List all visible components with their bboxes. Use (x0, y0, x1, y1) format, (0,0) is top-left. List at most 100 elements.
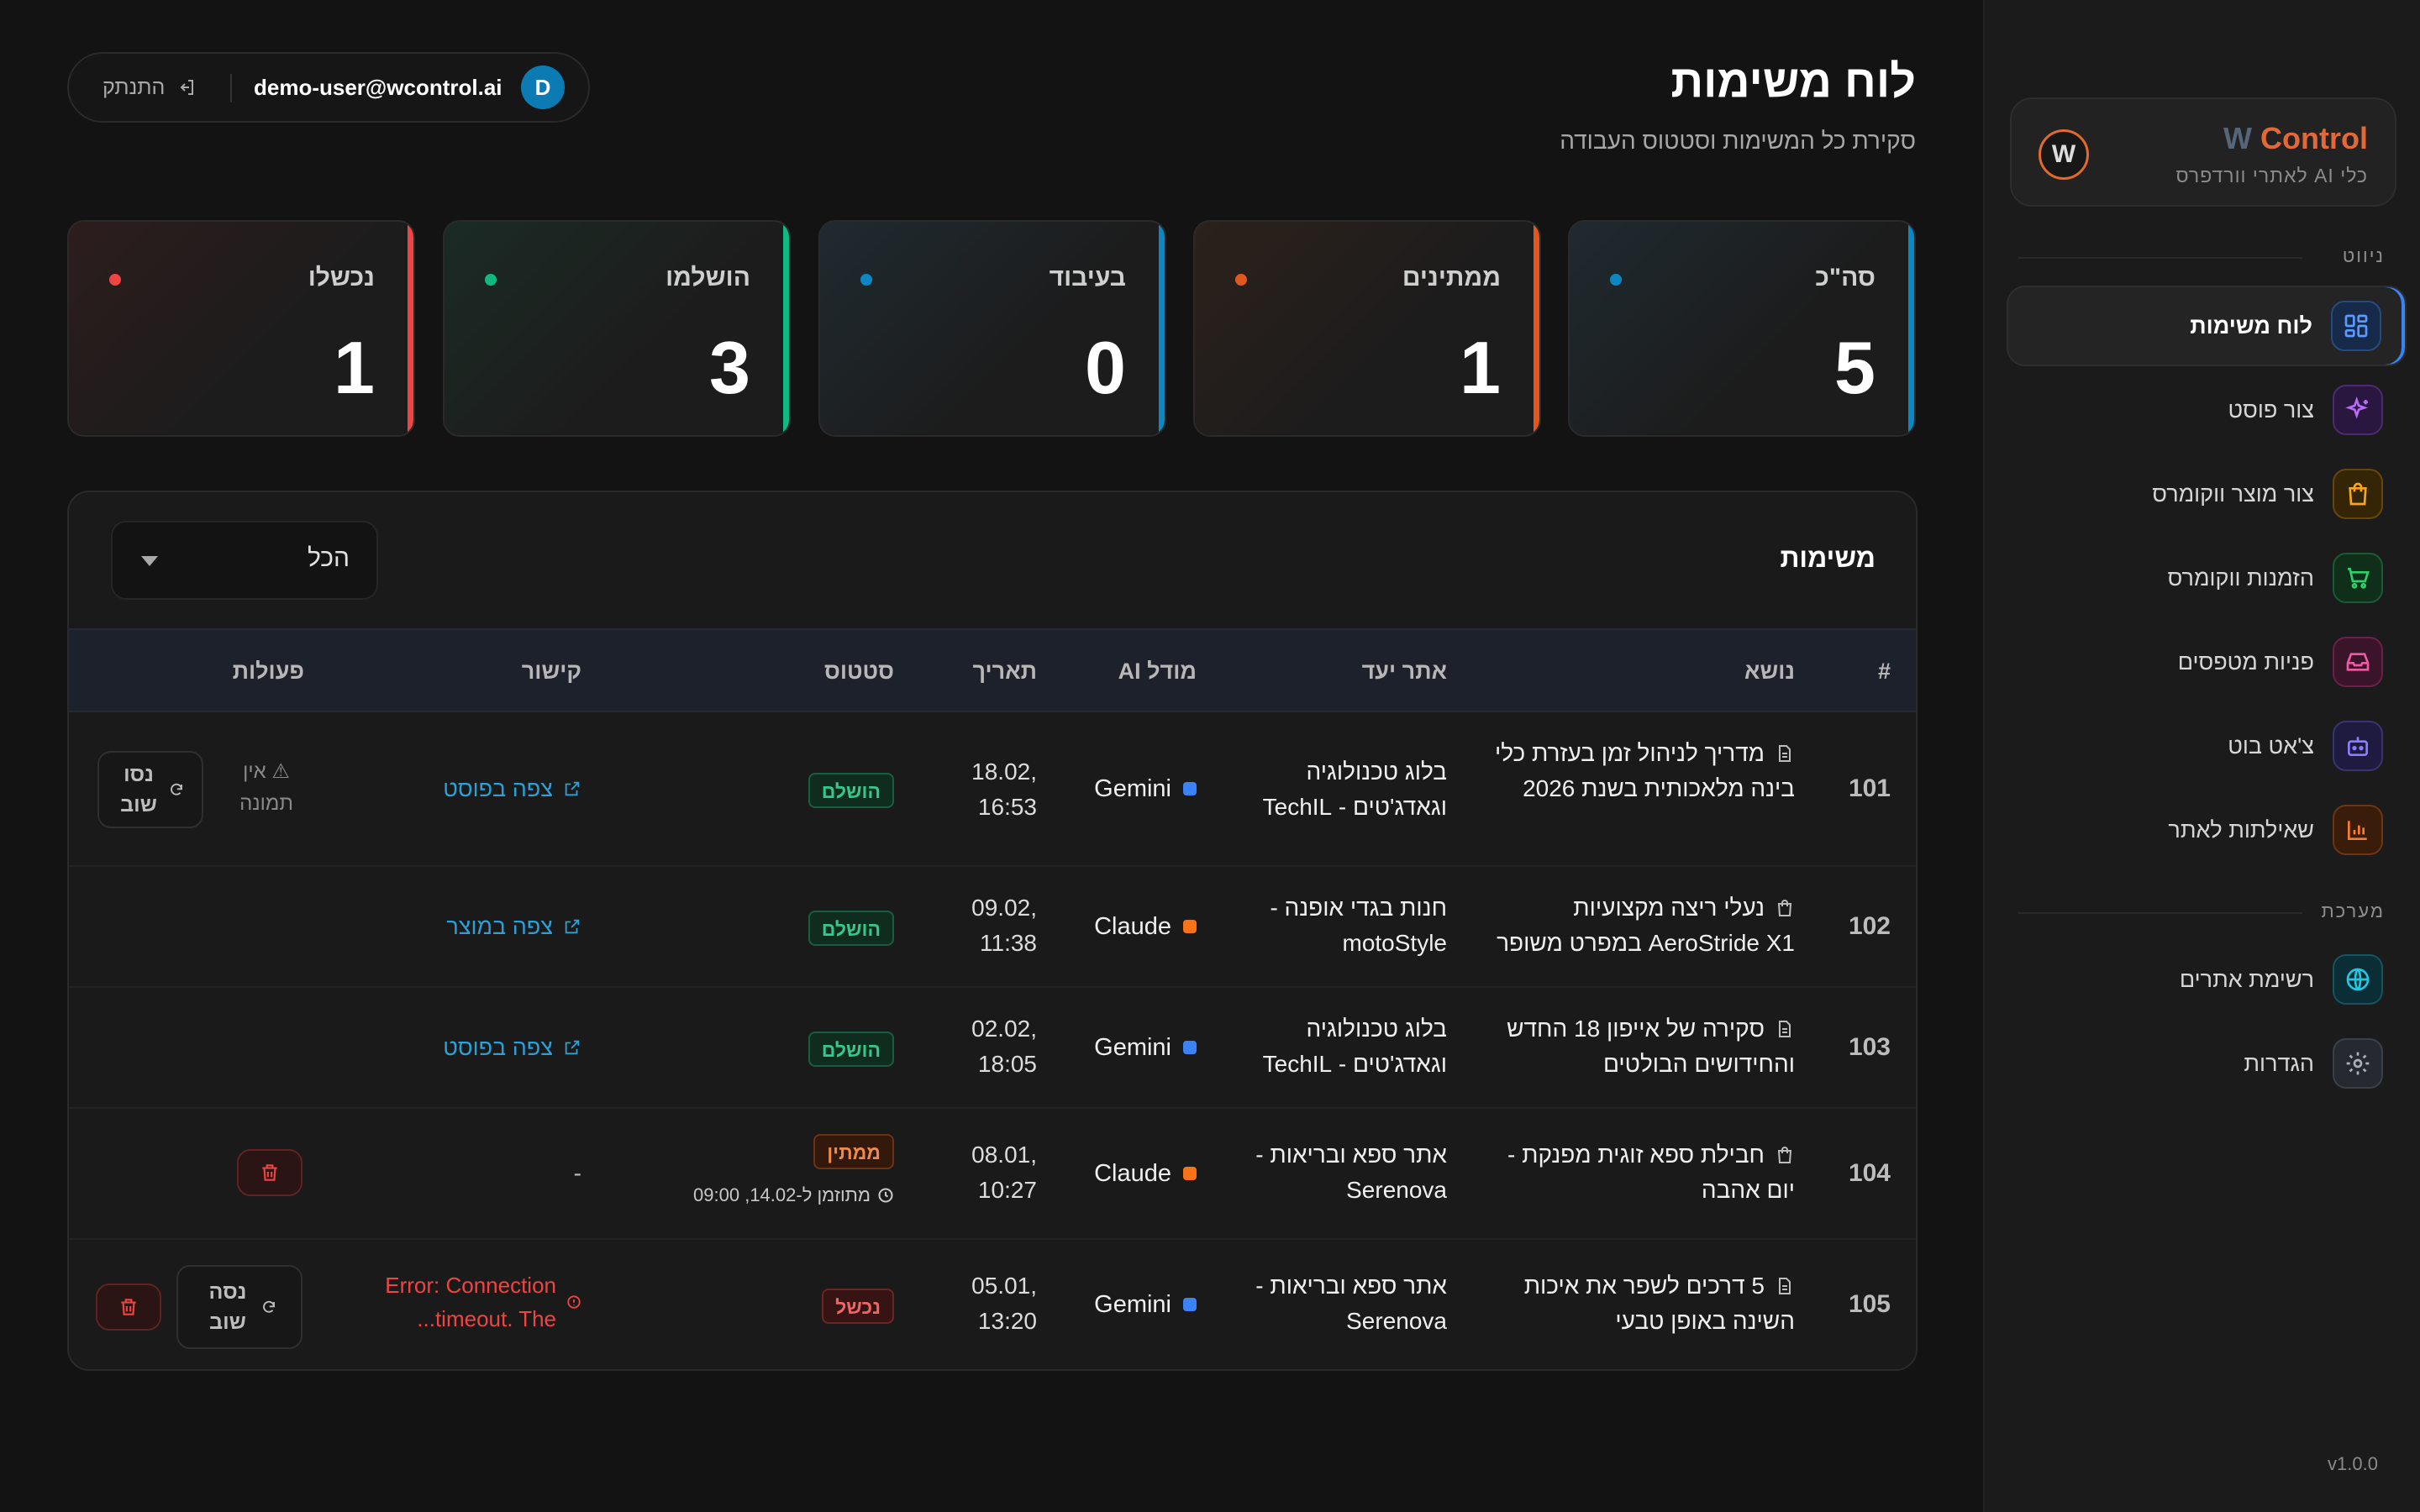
sidebar-item-dashboard[interactable]: לוח משימות (2007, 286, 2407, 366)
link-label: צפה במוצר (446, 914, 553, 939)
tasks-panel: משימות הכל # נושא אתר יעד מודל AI תאריך … (67, 491, 1918, 1371)
retry-button[interactable]: נסה שוב (176, 1265, 302, 1349)
refresh-icon (171, 783, 182, 795)
sidebar-item-label: לוח משימות (2190, 312, 2312, 339)
nav-divider (2018, 912, 2302, 914)
view-product-link[interactable]: צפה במוצר (446, 909, 581, 944)
task-model: Gemini (1094, 771, 1197, 806)
date-line: 18.02, (971, 759, 1037, 785)
sidebar-item-chatbot[interactable]: צ'אט בוט (2007, 706, 2407, 786)
date-line: 02.02, (971, 1016, 1037, 1042)
gear-icon (2333, 1038, 2383, 1089)
sidebar-item-label: רשימת אתרים (2179, 966, 2314, 992)
user-email: demo-user@wcontrol.ai (254, 74, 502, 100)
time-line: 11:38 (980, 930, 1037, 956)
model-name: Claude (1094, 913, 1171, 940)
task-date: 09.02, 11:38 (971, 890, 1037, 961)
task-topic: מדריך לניהול זמן בעזרת כלי בינה מלאכותית… (1492, 736, 1795, 806)
sidebar-item-site-queries[interactable]: שאילתות לאתר (2007, 790, 2407, 870)
sidebar-item-create-product[interactable]: צור מוצר ווקומרס (2007, 454, 2407, 534)
retry-label: נסה שוב (208, 1280, 247, 1334)
stat-value: 5 (1834, 326, 1876, 409)
delete-button[interactable] (96, 1284, 161, 1331)
status-badge: ממתין (813, 1134, 894, 1169)
stat-accent-bar (783, 222, 789, 435)
task-date: 05.01, 13:20 (971, 1268, 1037, 1339)
sidebar-item-sites[interactable]: רשימת אתרים (2007, 939, 2407, 1020)
trash-icon (262, 1164, 277, 1181)
model-dot (1183, 1167, 1197, 1180)
task-site: בלוג טכנולוגיה וגאדג'טים - TechIL (1262, 759, 1447, 820)
task-status: הושלם (808, 911, 894, 946)
status-badge: הושלם (808, 1032, 894, 1067)
date-line: 08.01, (971, 1142, 1037, 1168)
model-dot (1183, 1041, 1197, 1054)
column-header-link: קישור (521, 659, 581, 684)
task-topic: 5 דרכים לשפר את איכות השינה באופן טבעי (1492, 1268, 1795, 1339)
task-number: 105 (1848, 1290, 1891, 1318)
task-number: 102 (1848, 912, 1891, 940)
task-topic: סקירה של אייפון 18 החדש והחידושים הבולטי… (1476, 1011, 1795, 1082)
sidebar-item-form-inquiries[interactable]: פניות מטפסים (2007, 622, 2407, 702)
sidebar-item-create-post[interactable]: צור פוסט (2007, 370, 2407, 450)
sidebar-item-label: צור פוסט (2228, 396, 2314, 423)
delete-button[interactable] (237, 1149, 302, 1196)
status-dot (485, 274, 497, 286)
status-filter-select[interactable]: הכל (111, 521, 378, 600)
stat-value: 3 (709, 326, 750, 409)
no-image-text: אין תמונה (239, 760, 293, 815)
retry-button[interactable]: נסו שוב (97, 751, 203, 828)
error-message[interactable]: Error: Connection ...timeout. The (385, 1268, 581, 1336)
stat-accent-bar (1159, 222, 1165, 435)
error-line: ...timeout. The (417, 1306, 556, 1331)
task-model: Claude (1094, 909, 1197, 944)
view-post-link[interactable]: צפה בפוסט (443, 1030, 581, 1065)
time-line: 10:27 (977, 1177, 1037, 1203)
brand-card[interactable]: W W Control כלי AI לאתרי וורדפרס (2010, 97, 2396, 207)
tasks-title: משימות (1780, 543, 1876, 573)
model-name: Gemini (1094, 1291, 1171, 1318)
time-line: 13:20 (977, 1308, 1037, 1334)
status-badge: נכשל (822, 1289, 894, 1324)
task-status: ממתין מתוזמן ל-14.02, 09:00 (693, 1134, 894, 1213)
clock-icon (878, 1188, 893, 1203)
stat-accent-bar (1534, 222, 1539, 435)
shopping-bag-icon (1777, 1147, 1792, 1163)
model-dot (1183, 1298, 1197, 1311)
sidebar-item-label: פניות מטפסים (2177, 648, 2314, 675)
sidebar-item-label: הזמנות ווקומרס (2167, 564, 2314, 591)
table-row: 101 מדריך לניהול זמן בעזרת כלי בינה מלאכ… (69, 714, 1916, 867)
retry-label: נסו שוב (120, 763, 157, 816)
task-model: Gemini (1094, 1287, 1197, 1322)
pill-separator (230, 74, 232, 102)
date-line: 05.01, (971, 1273, 1037, 1299)
sparkle-icon (2333, 385, 2383, 435)
model-name: Claude (1094, 1160, 1171, 1187)
sidebar-item-orders[interactable]: הזמנות ווקומרס (2007, 538, 2407, 618)
model-name: Gemini (1094, 1034, 1171, 1061)
avatar[interactable]: D (521, 66, 565, 109)
column-header-model: מודל AI (1118, 659, 1197, 684)
view-post-link[interactable]: צפה בפוסט (443, 771, 581, 806)
task-number: 104 (1848, 1159, 1891, 1187)
task-model: Claude (1094, 1156, 1197, 1191)
stat-value: 1 (1460, 326, 1501, 409)
column-header-actions: פעולות (232, 659, 304, 684)
logout-button[interactable]: התנתק (103, 54, 197, 121)
warning-icon: ⚠ (271, 760, 290, 783)
external-link-icon (565, 1040, 580, 1055)
document-icon (1779, 745, 1791, 762)
task-topic-text: סקירה של אייפון 18 החדש והחידושים הבולטי… (1507, 1016, 1795, 1077)
time-line: 16:53 (977, 794, 1037, 820)
table-row: 105 5 דרכים לשפר את איכות השינה באופן טב… (69, 1240, 1916, 1369)
sidebar-item-label: צור מוצר ווקומרס (2152, 480, 2314, 507)
chevron-down-icon (141, 556, 158, 566)
sidebar-item-label: שאילתות לאתר (2168, 816, 2314, 843)
task-topic-text: מדריך לניהול זמן בעזרת כלי בינה מלאכותית… (1494, 740, 1795, 801)
user-pill: התנתק demo-user@wcontrol.ai D (67, 52, 590, 123)
external-link-icon (565, 919, 580, 934)
table-header: # נושא אתר יעד מודל AI תאריך סטטוס קישור… (69, 628, 1916, 712)
brand-subtitle: כלי AI לאתרי וורדפרס (2175, 165, 2368, 186)
sidebar-item-settings[interactable]: הגדרות (2007, 1023, 2407, 1104)
task-status: הושלם (808, 773, 894, 808)
